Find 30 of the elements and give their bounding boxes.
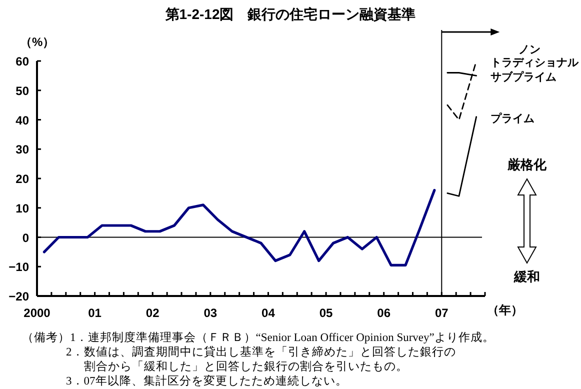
text: 割合から「緩和した」と回答した銀行の割合を引いたもの。	[84, 359, 408, 373]
legend-label: ノントラディショナル	[490, 44, 580, 69]
text: 緩和	[513, 269, 540, 284]
text: （備考）1．連邦制度準備理事会（ＦＲＢ）“Senior Loan Officer Opinion Survey”より作成。	[22, 330, 494, 344]
y-tick-label: 30	[16, 142, 30, 157]
series-label: プライム	[490, 112, 534, 125]
line-series	[42, 188, 436, 266]
text: 2．数値は、調査期間中に貸出し基準を「引き締めた」と回答した銀行の	[66, 344, 456, 358]
x-axis-title: （年）	[487, 303, 523, 317]
x-tick-label: 01	[88, 306, 102, 320]
x-tick-label: 02	[146, 306, 160, 320]
x-tick-label: 06	[377, 306, 391, 320]
x-tick-label: 03	[204, 306, 218, 320]
x-tick-label: 04	[262, 306, 276, 320]
x-tick-label: 2000	[24, 306, 51, 320]
y-tick-label: −10	[8, 260, 30, 274]
x-tick-label: 05	[319, 306, 334, 320]
y-tick-label: 20	[16, 172, 30, 186]
series-label: サブプライム	[490, 70, 556, 84]
chart-title: 第1-2-12図 銀行の住宅ローン融資基準	[164, 6, 416, 22]
text: 厳格化	[506, 157, 548, 172]
x-tick-label: 07	[434, 306, 449, 320]
y-tick-label: 0	[22, 230, 30, 245]
y-tick-label: 10	[16, 201, 30, 216]
y-tick-label: 40	[16, 113, 30, 128]
y-tick-label: −20	[8, 290, 30, 304]
y-tick-label: 60	[16, 54, 30, 68]
text: 3．07年以降、集計区分を変更したため連続しない。	[66, 374, 348, 388]
y-tick-label: 50	[16, 84, 30, 98]
y-axis-title: （%）	[20, 35, 55, 49]
